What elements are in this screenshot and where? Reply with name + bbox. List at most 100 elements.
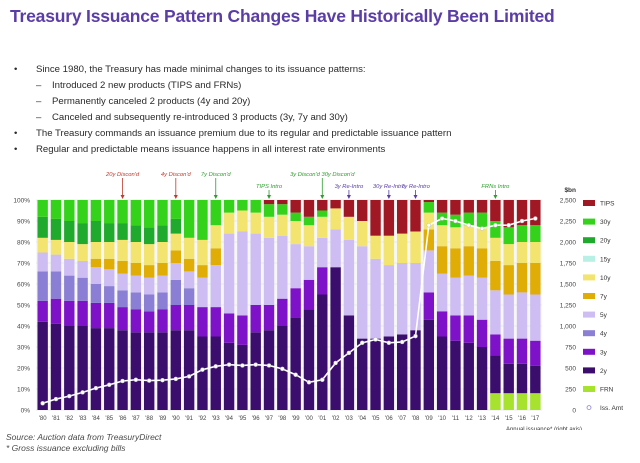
bar-segment-10y <box>277 214 288 236</box>
annotation-label: TIPS Intro <box>256 184 283 190</box>
legend-label: 2y <box>600 368 608 375</box>
bar-segment-2y <box>317 294 328 410</box>
bar-segment-3y <box>64 300 75 326</box>
legend-label: FRN <box>600 387 614 394</box>
annotation-arrowhead <box>213 195 218 199</box>
bar-segment-10y <box>410 231 421 263</box>
bar-segment-20y <box>157 225 168 242</box>
x-tick-label: '91 <box>185 416 193 422</box>
issuance-point <box>506 222 511 228</box>
bar-segment-7y <box>183 258 195 272</box>
bar-segment-tips <box>383 200 395 236</box>
x-tick-label: '17 <box>531 416 539 422</box>
bar-segment-30y <box>516 225 528 242</box>
bar-segment-20y <box>37 216 48 238</box>
y-right-tick-label: 250 <box>565 387 576 394</box>
bar-segment-2y <box>436 336 448 410</box>
bar-segment-5y <box>237 231 248 316</box>
annotation-arrowhead <box>173 195 178 199</box>
bar-segment-2y <box>450 340 461 410</box>
annotation-label: 30y Re-Intro <box>373 184 406 190</box>
x-tick-label: '08 <box>412 416 420 422</box>
bar-segment-2y <box>410 330 421 410</box>
bar-segment-frn <box>503 393 514 410</box>
bar-segment-10y <box>396 233 408 263</box>
bar-segment-10y <box>104 242 115 259</box>
bar-segment-30y <box>463 212 474 226</box>
annotation-label: 3y Discon'd 30y Discon'd <box>290 172 355 178</box>
bar-segment-2y <box>490 355 501 394</box>
annotation-label: 7y Discon'd <box>201 172 232 178</box>
bar-segment-5y <box>143 277 155 295</box>
issuance-point <box>439 216 445 221</box>
bar-segment-4y <box>157 292 168 310</box>
bar-segment-30y <box>223 200 235 213</box>
bar-segment-5y <box>290 244 301 289</box>
bar-segment-4y <box>117 290 128 308</box>
bar-segment-30y <box>117 200 128 224</box>
bar-segment-3y <box>104 302 115 329</box>
bar-segment-4y <box>104 286 115 303</box>
bar-segment-5y <box>330 229 341 268</box>
bar-segment-3y <box>117 307 128 331</box>
bar-segment-5y <box>370 258 381 339</box>
bar-segment-10y <box>476 227 488 249</box>
bar-segment-30y <box>423 202 435 213</box>
bar-segment-7y <box>476 248 488 278</box>
issuance-point <box>466 222 472 228</box>
bar-segment-5y <box>396 263 408 335</box>
y-left-tick-label: 80% <box>17 240 30 247</box>
bar-segment-3y <box>237 315 248 345</box>
bar-segment-2y <box>463 342 474 410</box>
x-tick-label: '90 <box>172 416 180 422</box>
bar-segment-3y <box>503 338 514 364</box>
issuance-point <box>173 376 179 382</box>
bar-segment-30y <box>490 221 501 238</box>
issuance-point <box>53 396 59 402</box>
bar-segment-5y <box>90 267 102 284</box>
y-left-tick-label: 100% <box>13 198 30 205</box>
source-note: Source: Auction data from TreasuryDirect <box>6 432 162 442</box>
x-tick-label: '81 <box>52 416 60 422</box>
bar-segment-7y <box>423 229 435 251</box>
bar-segment-10y <box>490 237 501 261</box>
bar-segment-20y <box>77 223 88 245</box>
bar-segment-30y <box>317 210 328 217</box>
bar-segment-30y <box>130 200 142 226</box>
bar-segment-2y <box>64 326 75 410</box>
legend-swatch-tips <box>583 200 595 206</box>
bar-segment-5y <box>317 237 328 268</box>
annotation-label: FRNs Intro <box>481 184 510 190</box>
x-tick-label: '96 <box>252 416 260 422</box>
bar-segment-10y <box>423 212 435 230</box>
bar-segment-30y <box>170 200 182 219</box>
bar-segment-tips <box>463 200 474 213</box>
y-right-tick-label: 2,000 <box>560 240 577 247</box>
y-right-tick-label: 500 <box>565 366 576 373</box>
x-tick-label: '07 <box>398 416 406 422</box>
footer: Source: Auction data from TreasuryDirect… <box>6 432 161 454</box>
bar-segment-30y <box>476 212 488 228</box>
bar-segment-30y <box>250 200 261 213</box>
bar-segment-3y <box>90 302 102 329</box>
bar-segment-2y <box>263 330 275 410</box>
bar-segment-30y <box>90 200 102 221</box>
x-tick-label: '04 <box>358 416 366 422</box>
bullet-marker: • <box>14 64 18 75</box>
bar-segment-4y <box>64 275 75 301</box>
bar-segment-10y <box>210 225 221 249</box>
bar-segment-7y <box>516 263 528 293</box>
x-tick-label: '00 <box>305 416 313 422</box>
bar-segment-3y <box>516 338 528 364</box>
issuance-point <box>80 390 85 395</box>
bar-segment-3y <box>170 305 182 331</box>
x-tick-label: '83 <box>79 416 87 422</box>
bar-segment-5y <box>503 294 514 339</box>
bar-segment-3y <box>50 298 62 324</box>
bar-segment-5y <box>357 246 368 339</box>
x-tick-label: '89 <box>159 416 167 422</box>
bar-segment-2y <box>396 334 408 410</box>
issuance-point <box>320 377 325 383</box>
issuance-point <box>493 222 498 228</box>
annotation-label: 20y Discon'd <box>105 172 140 178</box>
